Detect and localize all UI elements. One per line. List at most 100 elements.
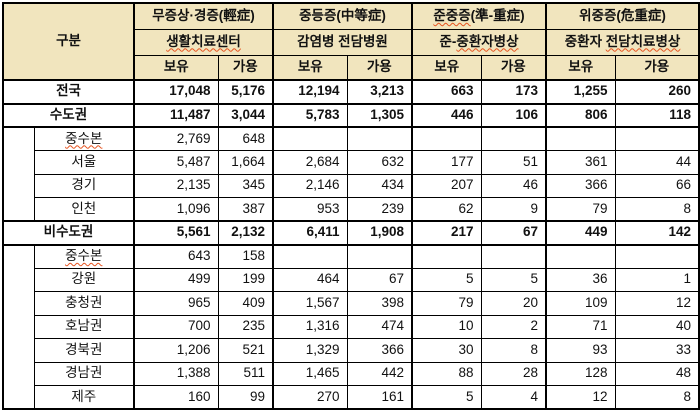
- value-cell: 965: [133, 291, 219, 316]
- value-cell: 1,567: [272, 291, 348, 316]
- available-header: 가용: [614, 54, 700, 81]
- value-cell: 1,255: [545, 79, 616, 105]
- value-cell: 434: [346, 173, 413, 198]
- row-label-cell: 경남권: [33, 361, 135, 386]
- row-label: 경북권: [65, 341, 103, 357]
- value-cell: [545, 244, 616, 269]
- facility-header-row: 생활치료센터 감염병 전담병원 준-중환자병상 중환자 전담치료병상: [3, 28, 700, 56]
- value-cell: 51: [480, 150, 547, 175]
- facility-label: 준-: [439, 33, 457, 49]
- facility-header-icu-dedicated-beds: 중환자 전담치료병상: [545, 28, 700, 56]
- value-cell: 449: [545, 220, 616, 246]
- value-cell: 28: [480, 361, 547, 386]
- row-label-cell: 강원: [33, 267, 135, 292]
- value-cell: 648: [217, 126, 274, 151]
- row-label: 중수본: [65, 248, 103, 264]
- value-cell: 1,316: [272, 314, 348, 339]
- value-cell: 3,213: [346, 79, 413, 105]
- severity-label: 위중증(危重症): [579, 7, 666, 23]
- value-cell: 1,096: [133, 197, 219, 222]
- row-label-cell: 호남권: [33, 314, 135, 339]
- value-cell: 409: [217, 291, 274, 316]
- value-cell: 160: [133, 385, 219, 410]
- value-cell: [272, 244, 348, 269]
- indent-spacer-cell: [2, 244, 35, 410]
- table-row: 중수본 643 158: [2, 244, 700, 410]
- value-cell: 398: [346, 291, 413, 316]
- value-cell: 5,487: [133, 150, 219, 175]
- value-cell: 142: [614, 220, 700, 246]
- value-cell: 270: [272, 385, 348, 410]
- value-cell: 239: [346, 197, 413, 222]
- available-header: 가용: [217, 54, 274, 81]
- value-cell: 5: [411, 267, 482, 292]
- row-label: 중수본: [65, 130, 103, 146]
- value-cell: 62: [411, 197, 482, 222]
- value-cell: 11,487: [133, 102, 219, 128]
- facility-header-semi-icu-beds: 준-중환자병상: [411, 28, 547, 56]
- value-cell: 366: [545, 173, 616, 198]
- table-row: 경북권 1,206 521 1,329 366 30 8 93 33: [3, 338, 700, 363]
- value-cell: 128: [545, 361, 616, 386]
- value-cell: 173: [480, 79, 547, 105]
- value-cell: 8: [614, 385, 700, 410]
- value-cell: 235: [217, 314, 274, 339]
- value-cell: 474: [346, 314, 413, 339]
- value-cell: 2,146: [272, 173, 348, 198]
- facility-label: 전담치료병상: [605, 33, 681, 49]
- row-label: 강원: [71, 271, 97, 287]
- value-cell: 5,561: [133, 220, 219, 246]
- value-cell: 158: [217, 244, 274, 269]
- row-label-cell: 수도권: [2, 102, 135, 128]
- row-label: 제주: [71, 388, 97, 404]
- held-header: 보유: [411, 54, 482, 81]
- value-cell: 361: [545, 150, 616, 175]
- value-cell: 1: [614, 267, 700, 292]
- value-cell: 3,044: [217, 102, 274, 128]
- value-cell: 44: [614, 150, 700, 175]
- value-cell: 12,194: [272, 79, 348, 105]
- severity-header-row: 구분 무증상·경증(輕症) 중등증(中等症) 준중증(準-重症) 위중증(危重症…: [2, 2, 700, 81]
- value-cell: 10: [411, 314, 482, 339]
- value-cell: [545, 126, 616, 151]
- facility-label: 생활치료센터: [166, 33, 241, 49]
- value-cell: 66: [614, 173, 700, 198]
- value-cell: 442: [346, 361, 413, 386]
- severity-header-moderate: 중등증(中等症): [271, 2, 413, 30]
- value-cell: [411, 126, 482, 151]
- table-row: 강원 499 199 464 67 5 5 36 1: [3, 267, 700, 292]
- held-header: 보유: [272, 54, 348, 81]
- value-cell: [614, 126, 700, 151]
- value-cell: 67: [346, 267, 413, 292]
- value-cell: [346, 244, 413, 269]
- value-cell: 5,176: [217, 79, 274, 105]
- value-cell: 106: [480, 102, 547, 128]
- value-cell: 1,388: [133, 361, 219, 386]
- value-cell: 260: [614, 79, 700, 105]
- value-cell: 2: [480, 314, 547, 339]
- value-cell: [272, 126, 348, 151]
- value-cell: 1,329: [272, 338, 348, 363]
- value-cell: 8: [480, 338, 547, 363]
- value-cell: 8: [614, 197, 700, 222]
- value-cell: 499: [133, 267, 219, 292]
- value-cell: 88: [411, 361, 482, 386]
- row-label-cell: 중수본: [33, 244, 135, 269]
- table-row: 서울 5,487 1,664 2,684 632 177 51 361 44: [3, 150, 700, 175]
- facility-header-dedicated-hospital: 감염병 전담병원: [271, 28, 413, 56]
- row-label: 경기: [71, 177, 97, 193]
- row-label-cell: 비수도권: [2, 220, 135, 246]
- value-cell: 1,908: [346, 220, 413, 246]
- value-cell: [346, 126, 413, 151]
- facility-label: 중환자: [564, 33, 606, 49]
- table-row: 제주 160 99 270 161 5 4 12 8: [3, 385, 700, 410]
- value-cell: 79: [411, 291, 482, 316]
- severity-header-critical: 위중증(危重症): [545, 2, 700, 30]
- value-cell: 387: [217, 197, 274, 222]
- value-cell: 17,048: [133, 79, 219, 105]
- available-header: 가용: [480, 54, 547, 81]
- value-cell: 79: [545, 197, 616, 222]
- held-header: 보유: [133, 54, 219, 81]
- facility-header-residential-treatment-center: 생활치료센터: [133, 28, 274, 56]
- table-row: 충청권 965 409 1,567 398 79 20 109 12: [3, 291, 700, 316]
